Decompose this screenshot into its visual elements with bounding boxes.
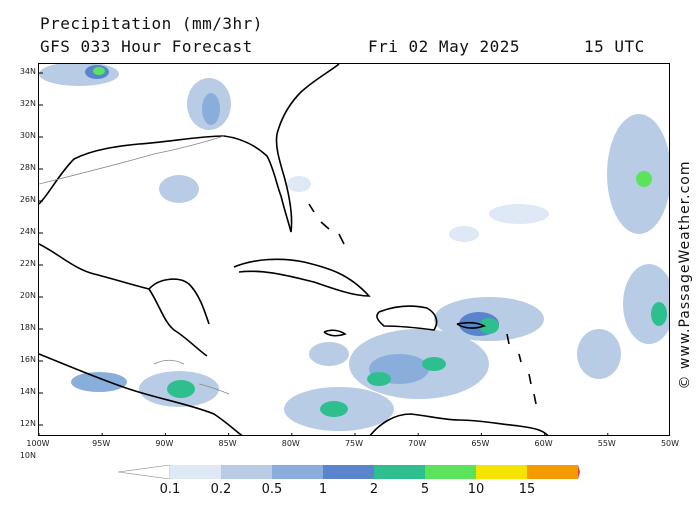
longitude-label: 50W <box>660 439 680 448</box>
colorbar-label: 0.2 <box>210 482 232 497</box>
colorbar-segment <box>221 465 272 479</box>
colorbar-label: 15 <box>518 482 536 497</box>
latitude-label: 10N <box>19 451 36 460</box>
colorbar-segment <box>476 465 527 479</box>
latitude-label: 18N <box>19 323 36 332</box>
latitude-label: 20N <box>19 291 36 300</box>
country-borders <box>39 135 230 395</box>
longitude-label: 55W <box>597 439 616 448</box>
longitude-label: 70W <box>408 439 427 448</box>
longitude-label: 65W <box>471 439 490 448</box>
latitude-label: 28N <box>19 163 36 172</box>
colorbar-segment <box>323 465 374 479</box>
longitude-label: 60W <box>534 439 553 448</box>
colorbar-label: 1 <box>318 482 328 497</box>
colorbar-label: 10 <box>467 482 485 497</box>
latitude-label: 12N <box>19 419 36 428</box>
latitude-label: 34N <box>19 67 36 76</box>
colorbar-label: 0.1 <box>159 482 181 497</box>
colorbar-label: 2 <box>369 482 379 497</box>
colorbar-segment <box>527 465 578 479</box>
longitude-label: 90W <box>155 439 174 448</box>
forecast-label: GFS 033 Hour Forecast <box>40 37 253 56</box>
longitude-label: 80W <box>281 439 300 448</box>
longitude-label: 100W <box>26 439 50 448</box>
latitude-label: 16N <box>19 355 36 364</box>
colorbar-segment <box>170 465 221 479</box>
credit-label: © www.PassageWeather.com <box>677 160 693 390</box>
coastlines <box>39 64 549 435</box>
colorbar-max-arrow <box>578 465 580 479</box>
precipitation-areas <box>39 64 669 431</box>
latitude-label: 26N <box>19 195 36 204</box>
precipitation-map <box>38 63 670 436</box>
latitude-label: 30N <box>19 131 36 140</box>
latitude-label: 14N <box>19 387 36 396</box>
colorbar-label: 0.5 <box>261 482 283 497</box>
longitude-label: 95W <box>92 439 111 448</box>
latitude-label: 22N <box>19 259 36 268</box>
forecast-time: 15 UTC <box>584 37 645 56</box>
map-canvas <box>39 64 669 435</box>
colorbar-segment <box>425 465 476 479</box>
colorbar-segment <box>374 465 425 479</box>
latitude-label: 24N <box>19 227 36 236</box>
forecast-date: Fri 02 May 2025 <box>368 37 520 56</box>
colorbar-min-arrow <box>118 465 171 479</box>
colorbar <box>118 465 580 479</box>
graticule-ticks <box>39 72 609 435</box>
longitude-label: 85W <box>218 439 237 448</box>
colorbar-label: 5 <box>420 482 430 497</box>
latitude-label: 32N <box>19 99 36 108</box>
map-title: Precipitation (mm/3hr) <box>40 14 263 33</box>
colorbar-segment <box>272 465 323 479</box>
longitude-label: 75W <box>344 439 364 448</box>
